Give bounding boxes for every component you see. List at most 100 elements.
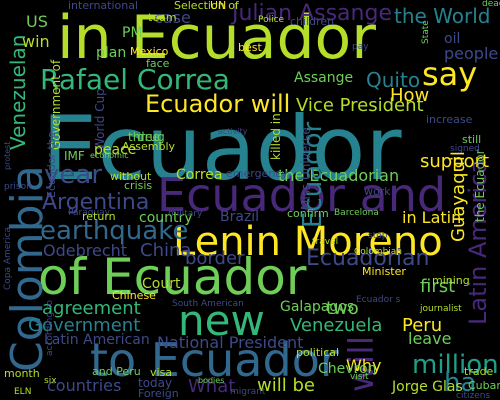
cloud-word-ecuador-the: Ecuador the — [45, 131, 58, 199]
cloud-word-border: border — [185, 248, 245, 269]
cloud-word-eln: ELN — [14, 387, 32, 397]
cloud-word-miss-universe: Miss Universe — [299, 127, 313, 210]
cloud-word-still: still — [462, 133, 482, 146]
cloud-word-ecuador-s: Ecuador s — [356, 295, 401, 305]
cloud-word-economic: economic — [90, 151, 129, 160]
cloud-word-six: six — [44, 376, 57, 386]
cloud-word-visit: visit — [350, 372, 369, 382]
cloud-word-case: case — [154, 8, 191, 27]
cloud-word-earthquake: earthquake — [40, 216, 189, 246]
cloud-word-country: country — [139, 210, 193, 226]
cloud-word-military: military — [168, 209, 203, 219]
cloud-word-drug: drug — [137, 130, 165, 144]
cloud-word-three: three — [128, 130, 160, 144]
cloud-word-in-ecuador: in Ecuador — [57, 3, 376, 73]
cloud-word-un: UN — [210, 0, 227, 12]
cloud-word-assembly: Assembly — [122, 140, 176, 153]
cloud-word-pay: pay — [352, 42, 369, 52]
cloud-word-face: face — [146, 57, 170, 70]
cloud-word-south-american: South American — [172, 299, 244, 309]
cloud-word-correa: Correa — [176, 167, 223, 183]
cloud-word-peru: Peru — [402, 315, 443, 336]
cloud-word-prison: prison — [4, 182, 32, 192]
cloud-word-national-president: National President — [157, 333, 304, 352]
cloud-word-venezuelan: Venezuelan — [6, 34, 30, 150]
cloud-word-mining: mining — [432, 274, 470, 287]
cloud-word-the-world: the World — [394, 4, 491, 28]
cloud-word-people: people — [444, 44, 499, 63]
cloud-word-to-ecuador: to Ecuador — [90, 333, 339, 387]
cloud-word-say: say — [422, 55, 478, 93]
cloud-word-police: Police — [258, 15, 285, 25]
cloud-word-today: today — [138, 376, 173, 390]
cloud-word-stop: stop — [368, 231, 388, 241]
cloud-word-venezuela: Venezuela — [290, 315, 383, 336]
cloud-word-barcelona: Barcelona — [334, 208, 379, 218]
cloud-word-foreign: Foreign — [138, 387, 179, 400]
cloud-word-cuban: Cuban — [468, 379, 500, 392]
cloud-word-colombian: Colombian — [354, 247, 402, 257]
cloud-word-journalist: journalist — [420, 304, 462, 314]
cloud-word-bodies: bodies — [198, 376, 225, 385]
cloud-word-ecuador-main: Ecuador — [42, 97, 402, 200]
cloud-word-argentina: Argentina — [42, 190, 150, 215]
cloud-word-ecuador-and: Ecuador and — [157, 168, 447, 222]
cloud-word-million: million — [412, 350, 499, 380]
cloud-word-countries: countries — [47, 376, 122, 395]
cloud-word-trade: trade — [464, 365, 494, 378]
cloud-word-children: children — [290, 15, 335, 28]
cloud-word-brazil: Brazil — [220, 209, 260, 225]
cloud-word-jorge-glas: Jorge Glas — [392, 379, 463, 395]
cloud-word-galapagos: Galapagos — [280, 299, 355, 315]
cloud-word-and-peru: and Peru — [92, 365, 141, 378]
cloud-word-mexico: Mexico — [130, 45, 169, 58]
cloud-word-travel: travel — [312, 237, 339, 247]
cloud-word-best: best — [238, 41, 262, 54]
cloud-word-crisis: crisis — [124, 179, 153, 192]
cloud-word-killed-in: killed in — [269, 113, 283, 160]
cloud-word-ecuador-will: Ecuador will — [145, 90, 291, 118]
cloud-word-china: China — [140, 240, 192, 261]
cloud-word-the-ecuadorian: the Ecuadorian — [278, 166, 400, 185]
cloud-word-what: What — [188, 376, 236, 397]
cloud-word-chevron: Chevron — [318, 361, 377, 377]
cloud-word-protest: protest — [3, 141, 12, 170]
cloud-word-copa-america: Copa America — [3, 226, 13, 290]
cloud-word-confirm: confirm — [287, 207, 329, 220]
cloud-word-signed: signed — [450, 144, 480, 154]
cloud-word-government: Government — [28, 315, 141, 336]
cloud-word-will-be: will be — [257, 375, 315, 396]
cloud-word-odebrecht: Odebrecht — [43, 241, 128, 260]
cloud-word-dead: dead — [482, 0, 500, 9]
cloud-word-without: without — [110, 170, 152, 183]
cloud-word-new: new — [178, 296, 265, 345]
cloud-word-of-ecuador: of Ecuador — [38, 248, 307, 306]
cloud-word-increase: increase — [426, 113, 473, 126]
cloud-word-lenin-moreno: Lenin Moreno — [173, 219, 443, 265]
cloud-word-minister: Minister — [362, 265, 406, 278]
cloud-word-activity: activity — [218, 127, 248, 136]
cloud-word-chinese: Chinese — [112, 289, 156, 302]
cloud-word-year: year — [44, 160, 103, 190]
cloud-word-visa: visa — [150, 366, 173, 379]
cloud-word-migrant: migrant — [230, 387, 266, 397]
cloud-word-guayaquil: Guayaquil — [448, 151, 469, 242]
cloud-word-how: How — [390, 85, 430, 106]
cloud-word-quito: Quito — [366, 68, 421, 92]
cloud-word-assange: Assange — [294, 70, 354, 86]
cloud-word-latin-american: Latin American — [44, 332, 150, 348]
cloud-word-rafael-correa: Rafael Correa — [40, 63, 230, 96]
cloud-word-in-latin: in Latin — [402, 208, 462, 227]
cloud-word-oil: oil — [444, 31, 461, 47]
cloud-word-political: political — [296, 346, 340, 359]
cloud-word-the-ecuador: the Ecuador — [473, 149, 487, 222]
cloud-word-peace: peace — [94, 142, 137, 158]
cloud-word-vice-president: Vice President — [296, 95, 424, 116]
cloud-word-month: month — [4, 367, 40, 380]
cloud-word-support: support — [420, 151, 490, 172]
cloud-word-leave: leave — [408, 329, 452, 348]
cloud-word-imf: IMF — [64, 149, 85, 163]
cloud-word-according-to: according to — [45, 300, 55, 356]
cloud-word-plan: plan — [96, 45, 127, 61]
cloud-word-work: work — [364, 185, 391, 198]
